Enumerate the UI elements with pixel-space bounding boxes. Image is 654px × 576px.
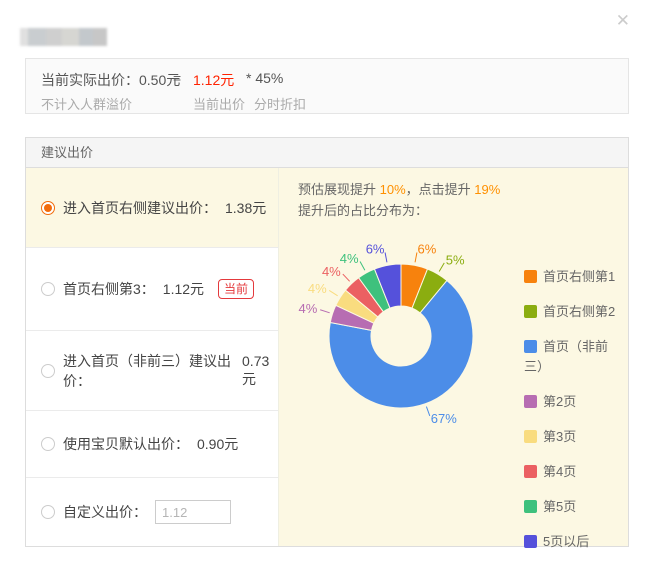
current-badge: 当前 [218, 279, 255, 299]
pie-percent-label: 6% [366, 242, 385, 257]
legend-label: 第3页 [543, 429, 577, 444]
pie-slice-8[interactable] [373, 263, 402, 309]
legend-label: 第5页 [543, 499, 577, 514]
legend-item-1[interactable]: 首页右侧第1 [524, 267, 616, 287]
legend-swatch-icon [524, 535, 537, 548]
current-bid-summary: 当前实际出价：0.50元 = 1.12元 * 45% 不计入人群溢价 当前出价 … [25, 58, 629, 114]
pie-label-line [414, 252, 418, 263]
legend-item-6[interactable]: 第4页 [524, 462, 616, 482]
note-no-crowd-premium: 不计入人群溢价 [41, 97, 133, 112]
legend-swatch-icon [524, 270, 537, 283]
option-homepage-not-top3[interactable]: 进入首页（非前三）建议出价： 0.73元 [26, 331, 278, 411]
pie-label-line [320, 309, 330, 314]
legend-label: 第2页 [543, 394, 577, 409]
radio-icon[interactable] [41, 363, 55, 378]
pie-slice-3[interactable] [328, 279, 474, 409]
pie-percent-label: 4% [322, 264, 341, 279]
legend-item-4[interactable]: 第2页 [524, 392, 616, 412]
forecast-chart-panel: 预估展现提升 10%，点击提升 19% 提升后的占比分布为： 6% 5% 67% 4%… [278, 168, 628, 549]
option-price: 0.73元 [242, 352, 270, 387]
legend-item-7[interactable]: 第5页 [524, 497, 616, 517]
legend-swatch-icon [524, 465, 537, 478]
legend-label: 5页以后 [543, 534, 590, 549]
radio-icon[interactable] [41, 282, 55, 296]
legend-label: 第4页 [543, 464, 577, 479]
option-item-default-bid[interactable]: 使用宝贝默认出价： 0.90元 [26, 411, 278, 478]
discount-multiplier: * 45% [246, 70, 284, 86]
actual-bid-label: 当前实际出价：0.50元 [41, 72, 181, 88]
legend-item-3[interactable]: 首页（非前三） [524, 337, 616, 377]
forecast-text: 预估展现提升 10%，点击提升 19% 提升后的占比分布为： [298, 182, 501, 218]
note-time-discount: 分时折扣 [254, 97, 307, 112]
legend-item-2[interactable]: 首页右侧第2 [524, 302, 616, 322]
pie-percent-label: 6% [417, 242, 436, 257]
pie-percent-label: 67% [431, 411, 457, 426]
pie-label-line [438, 262, 445, 272]
legend-item-8[interactable]: 5页以后 [524, 532, 616, 552]
option-label: 进入首页（非前三）建议出价： [63, 352, 231, 389]
legend-swatch-icon [524, 305, 537, 318]
legend-swatch-icon [524, 430, 537, 443]
close-icon[interactable]: ✕ [615, 11, 630, 30]
legend-label: 首页右侧第1 [543, 269, 616, 284]
pie-label-line [328, 290, 338, 297]
note-current-bid: 当前出价 [193, 97, 246, 112]
redacted-title [20, 28, 107, 46]
click-lift-value: 19% [474, 182, 501, 197]
option-custom-bid[interactable]: 自定义出价： [26, 478, 278, 546]
legend-label: 首页右侧第2 [543, 304, 616, 319]
impression-lift-value: 10% [379, 182, 406, 197]
position-share-donut-chart: 6%5%67%4%4%4%4%6% [299, 242, 474, 426]
pie-percent-label: 5% [446, 252, 465, 267]
panel-title: 建议出价 [26, 138, 628, 168]
pie-label-line [359, 261, 366, 271]
radio-icon[interactable] [41, 505, 55, 519]
legend-swatch-icon [524, 395, 537, 408]
legend-swatch-icon [524, 500, 537, 513]
legend-swatch-icon [524, 340, 537, 353]
panel-body: 进入首页右侧建议出价： 1.38元 首页右侧第3： 1.12元 当前 进入首页（… [26, 168, 628, 549]
pie-percent-label: 4% [299, 301, 318, 316]
option-homepage-right-3rd[interactable]: 首页右侧第3： 1.12元 当前 [26, 248, 278, 331]
option-label: 进入首页右侧建议出价： [63, 199, 217, 216]
pie-label-line [384, 252, 388, 263]
custom-bid-input[interactable] [155, 500, 231, 524]
pie-label-line [342, 273, 351, 282]
distribution-caption: 提升后的占比分布为： [298, 203, 429, 218]
option-price: 0.90元 [197, 436, 239, 452]
option-label: 使用宝贝默认出价： [63, 436, 189, 452]
option-price: 1.38元 [225, 199, 267, 216]
option-label: 自定义出价： [63, 504, 147, 520]
pie-percent-label: 4% [340, 251, 359, 266]
radio-icon[interactable] [41, 437, 55, 451]
suggest-bid-panel: 建议出价 进入首页右侧建议出价： 1.38元 首页右侧第3： 1.12元 当前 … [25, 137, 629, 549]
pie-percent-label: 4% [308, 281, 327, 296]
option-homepage-right-suggest[interactable]: 进入首页右侧建议出价： 1.38元 [26, 168, 278, 248]
option-price: 1.12元 [162, 281, 205, 297]
bid-option-list: 进入首页右侧建议出价： 1.38元 首页右侧第3： 1.12元 当前 进入首页（… [26, 168, 278, 546]
chart-legend: 首页右侧第1 首页右侧第2 首页（非前三） 第2页第3页第4页第5页 5页以后 [524, 267, 616, 567]
pie-label-line [425, 406, 431, 417]
equals-sign: = [173, 70, 182, 86]
legend-label: 首页（非前三） [524, 339, 609, 374]
radio-checked-icon[interactable] [41, 200, 55, 215]
current-bid-value: 1.12元 [193, 72, 235, 88]
option-label: 首页右侧第3： [63, 281, 155, 297]
legend-item-5[interactable]: 第3页 [524, 427, 616, 447]
